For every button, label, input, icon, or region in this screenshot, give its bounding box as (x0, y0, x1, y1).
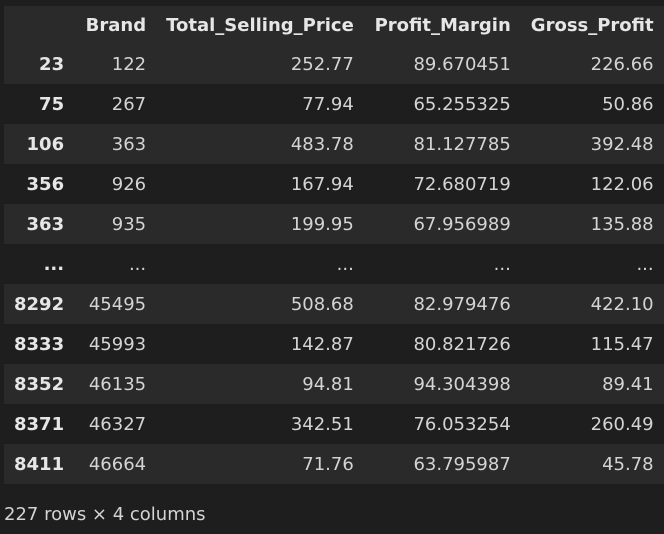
cell-gross-profit: 260.49 (590, 413, 654, 435)
cell-index: 8411 (14, 453, 65, 475)
cell-gross-profit: 89.41 (602, 373, 654, 395)
cell-profit-margin: 80.821726 (413, 333, 511, 355)
cell-brand: 45993 (88, 333, 147, 355)
cell-gross-profit: 50.86 (602, 93, 654, 115)
header-profit-margin: Profit_Margin (374, 14, 511, 36)
cell-total-selling-price: 77.94 (302, 93, 354, 115)
table-row: 356 926 167.94 72.680719 122.06 (4, 164, 664, 204)
table-row: 8292 45495 508.68 82.979476 422.10 (4, 284, 664, 324)
cell-profit-margin: 89.670451 (413, 53, 511, 75)
table-row: 75 267 77.94 65.255325 50.86 (4, 84, 664, 124)
cell-brand: 46135 (88, 373, 147, 395)
cell-brand: 926 (111, 173, 147, 195)
header-row: Brand Total_Selling_Price Profit_Margin … (4, 6, 664, 44)
cell-index: 23 (39, 53, 65, 75)
table-row: 8371 46327 342.51 76.053254 260.49 (4, 404, 664, 444)
cell-total-selling-price: 483.78 (290, 133, 354, 155)
cell-brand: 267 (111, 93, 147, 115)
cell-total-selling-price: ... (336, 253, 354, 275)
cell-index: 363 (26, 213, 65, 235)
cell-brand: 45495 (88, 293, 147, 315)
table-header: Brand Total_Selling_Price Profit_Margin … (4, 6, 664, 44)
cell-total-selling-price: 508.68 (290, 293, 354, 315)
cell-brand: 935 (111, 213, 147, 235)
cell-gross-profit: 115.47 (590, 333, 654, 355)
cell-brand: 46327 (88, 413, 147, 435)
cell-brand: 363 (111, 133, 147, 155)
cell-total-selling-price: 342.51 (290, 413, 354, 435)
cell-index: 8371 (14, 413, 65, 435)
table-row: ............... (4, 244, 664, 284)
cell-profit-margin: 65.255325 (413, 93, 511, 115)
header-index (4, 6, 74, 44)
cell-profit-margin: 94.304398 (413, 373, 511, 395)
cell-index: 75 (39, 93, 65, 115)
cell-profit-margin: 72.680719 (413, 173, 511, 195)
header-brand: Brand (85, 14, 147, 36)
table-row: 106 363 483.78 81.127785 392.48 (4, 124, 664, 164)
cell-profit-margin: 67.956989 (413, 213, 511, 235)
table-row: 363 935 199.95 67.956989 135.88 (4, 204, 664, 244)
table-body: 23 122 252.77 89.670451 226.66 75 267 77.94 65.2… (4, 44, 664, 484)
cell-gross-profit: ... (636, 253, 654, 275)
cell-profit-margin: 81.127785 (413, 133, 511, 155)
cell-profit-margin: 76.053254 (413, 413, 511, 435)
row-count-footer: 227 rows × 4 columns (4, 504, 206, 525)
cell-gross-profit: 45.78 (602, 453, 654, 475)
cell-gross-profit: 122.06 (590, 173, 654, 195)
table-row: 8411 46664 71.76 63.795987 45.78 (4, 444, 664, 484)
cell-total-selling-price: 71.76 (302, 453, 354, 475)
table-row: 8333 45993 142.87 80.821726 115.47 (4, 324, 664, 364)
header-total-selling-price: Total_Selling_Price (166, 14, 354, 36)
cell-profit-margin: ... (493, 253, 511, 275)
table-row: 23 122 252.77 89.670451 226.66 (4, 44, 664, 84)
cell-total-selling-price: 252.77 (290, 53, 354, 75)
cell-gross-profit: 226.66 (590, 53, 654, 75)
cell-index: 8352 (14, 373, 65, 395)
cell-brand: 122 (111, 53, 147, 75)
cell-total-selling-price: 167.94 (290, 173, 354, 195)
cell-index: 8333 (14, 333, 65, 355)
cell-index: 8292 (14, 293, 65, 315)
cell-gross-profit: 392.48 (590, 133, 654, 155)
cell-gross-profit: 422.10 (590, 293, 654, 315)
cell-gross-profit: 135.88 (590, 213, 654, 235)
cell-total-selling-price: 199.95 (290, 213, 354, 235)
cell-brand: ... (128, 253, 147, 275)
cell-brand: 46664 (88, 453, 147, 475)
cell-total-selling-price: 94.81 (302, 373, 354, 395)
dataframe-table: Brand Total_Selling_Price Profit_Margin … (4, 6, 664, 484)
header-gross-profit: Gross_Profit (530, 14, 654, 36)
cell-index: 106 (26, 133, 65, 155)
cell-profit-margin: 63.795987 (413, 453, 511, 475)
cell-index: ... (43, 253, 65, 275)
table-row: 8352 46135 94.81 94.304398 89.41 (4, 364, 664, 404)
cell-profit-margin: 82.979476 (413, 293, 511, 315)
cell-index: 356 (26, 173, 65, 195)
cell-total-selling-price: 142.87 (290, 333, 354, 355)
